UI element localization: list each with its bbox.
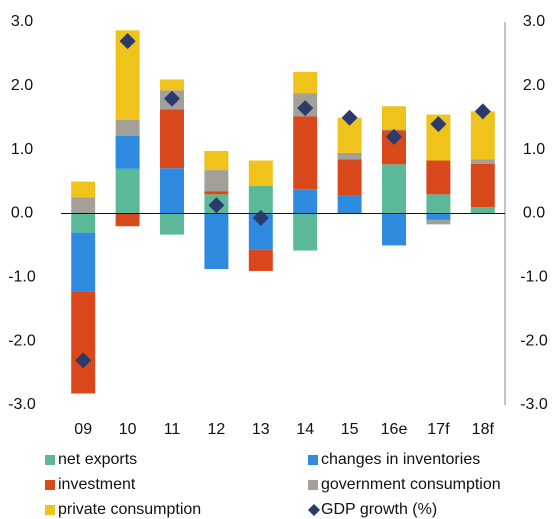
bar-segment xyxy=(160,79,184,91)
legend-swatch xyxy=(45,480,55,490)
x-tick-label: 12 xyxy=(208,421,226,438)
bar-segment xyxy=(248,249,273,271)
legend-swatch xyxy=(45,455,55,465)
bar-segment xyxy=(204,191,229,195)
y-tick-label: -2.0 xyxy=(8,332,36,349)
y-tick-label: 3.0 xyxy=(11,13,33,30)
legend-swatch xyxy=(45,505,55,515)
x-tick-label: 17f xyxy=(427,421,450,438)
y2-tick-label: 2.0 xyxy=(523,77,545,94)
bar-segment xyxy=(337,195,362,214)
bar-segment xyxy=(426,194,451,214)
bar-segment xyxy=(160,168,184,214)
bar-segment xyxy=(293,71,318,94)
bar-segment xyxy=(426,160,451,195)
x-tick-label: 13 xyxy=(252,421,270,438)
bar-segment xyxy=(293,189,318,214)
x-tick-label: 14 xyxy=(296,421,314,438)
bar-segment xyxy=(115,135,140,169)
legend-label: net exports xyxy=(58,451,137,468)
bar-segment xyxy=(426,213,451,220)
bar-segment xyxy=(204,150,229,171)
legend-marker xyxy=(308,504,320,516)
bar-segment xyxy=(293,213,318,251)
x-tick-label: 09 xyxy=(74,421,92,438)
legend-label: private consumption xyxy=(58,501,201,518)
gdp-marker xyxy=(208,197,225,214)
y2-tick-label: -2.0 xyxy=(520,332,548,349)
x-tick-label: 15 xyxy=(341,421,359,438)
bar-segment xyxy=(382,106,406,130)
legend-label: investment xyxy=(58,476,136,493)
bar-segment xyxy=(337,152,362,160)
gdp-marker xyxy=(297,100,314,117)
y2-tick-label: 1.0 xyxy=(523,141,545,158)
bar-segment xyxy=(382,164,406,214)
gdp-marker xyxy=(252,209,269,226)
bar-segment xyxy=(71,197,96,214)
bar-segment xyxy=(71,213,96,233)
bar-segment xyxy=(248,186,273,214)
y-tick-label: -3.0 xyxy=(8,396,36,413)
bar-segment xyxy=(470,111,495,160)
bar-segment xyxy=(382,213,406,246)
bar-segment xyxy=(71,291,96,394)
bar-segment xyxy=(470,163,495,208)
bar-segment xyxy=(204,213,229,270)
y-tick-label: 1.0 xyxy=(11,141,33,158)
bar-segment xyxy=(160,213,184,235)
bar-segment xyxy=(115,119,140,136)
gdp-marker xyxy=(386,128,402,145)
bar-segment xyxy=(426,219,451,225)
bar-segment xyxy=(71,232,96,292)
legend-label: government consumption xyxy=(321,476,501,493)
y-tick-label: 0.0 xyxy=(11,205,33,222)
gdp-marker xyxy=(164,90,180,107)
gdp-marker xyxy=(75,352,92,369)
bar-segment xyxy=(337,117,362,153)
bar-segment xyxy=(382,130,406,165)
legend-swatch xyxy=(308,480,318,490)
x-tick-label: 10 xyxy=(119,421,137,438)
bar-segment xyxy=(115,213,140,227)
bar-segment xyxy=(204,170,229,192)
y-tick-label: -1.0 xyxy=(8,269,36,286)
bar-segment xyxy=(337,159,362,196)
y2-tick-label: 0.0 xyxy=(523,205,545,222)
bar-segment xyxy=(248,213,273,250)
gdp-marker xyxy=(341,109,358,126)
gdp-marker xyxy=(474,103,491,120)
y2-tick-label: -1.0 xyxy=(520,269,548,286)
y-tick-label: 2.0 xyxy=(11,77,33,94)
bar-segment xyxy=(293,116,318,190)
legend-label: GDP growth (%) xyxy=(321,501,437,518)
gdp-marker xyxy=(430,116,447,133)
bar-segment xyxy=(470,207,495,214)
y2-tick-label: -3.0 xyxy=(520,396,548,413)
x-tick-label: 18f xyxy=(472,421,495,438)
legend-label: changes in inventories xyxy=(321,451,480,468)
bar-segment xyxy=(470,159,495,164)
bar-segment xyxy=(115,30,140,120)
x-tick-label: 16e xyxy=(381,421,408,438)
bar-segment xyxy=(160,109,184,169)
bar-segment xyxy=(71,181,96,198)
x-tick-label: 11 xyxy=(164,421,181,438)
bar-segment xyxy=(248,160,273,187)
legend-swatch xyxy=(308,455,318,465)
gdp-marker xyxy=(119,33,136,50)
y2-tick-label: 3.0 xyxy=(523,13,545,30)
bar-segment xyxy=(115,168,140,214)
